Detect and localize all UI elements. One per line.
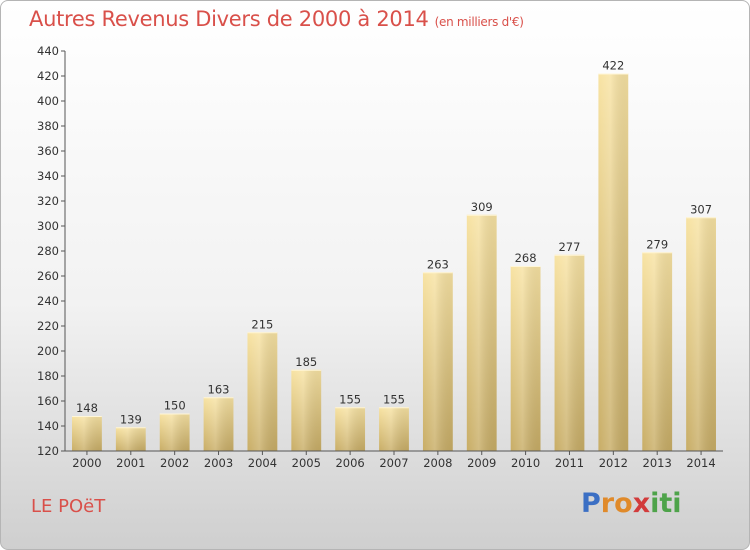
y-tick-label: 240 (37, 294, 59, 308)
y-tick-label: 200 (37, 344, 59, 358)
bar-shade-2014 (686, 217, 716, 451)
y-tick-label: 280 (37, 244, 59, 258)
bar-shade-2008 (422, 272, 453, 451)
y-tick-label: 300 (37, 219, 59, 233)
data-label-2004: 215 (251, 317, 273, 331)
x-tick-label-2008: 2008 (423, 456, 452, 470)
y-tick-label: 140 (37, 419, 59, 433)
logo-letter: i (650, 488, 660, 519)
chart-title-text: Autres Revenus Divers de 2000 à 2014 (29, 7, 429, 31)
y-axis: 120 140 160 180 200 220 240 260 280 300 320 340 360 3… (37, 44, 66, 458)
y-tick-label: 120 (37, 444, 59, 458)
data-label-2003: 163 (208, 382, 230, 396)
bar-shade-2005 (291, 369, 322, 451)
data-label-2008: 263 (427, 257, 449, 271)
data-label-2006: 155 (339, 392, 361, 406)
y-tick-label: 180 (37, 369, 59, 383)
x-tick-label-2001: 2001 (116, 456, 145, 470)
y-tick-label: 340 (37, 169, 59, 183)
logo-letter: P (581, 488, 601, 519)
bar-shade-2011 (554, 254, 585, 451)
x-tick-label-2003: 2003 (204, 456, 233, 470)
bar-shade-2010 (510, 266, 541, 451)
y-tick-label: 440 (37, 44, 59, 58)
data-label-2009: 309 (471, 200, 493, 214)
x-tick-label-2012: 2012 (599, 456, 628, 470)
x-tick-label-2010: 2010 (511, 456, 540, 470)
bars: 148 139 150 163 215 185 155 155 263 309 268 277 422 2… (72, 59, 716, 451)
x-tick-label-2014: 2014 (686, 456, 715, 470)
logo-letter: x (632, 488, 651, 519)
data-label-2002: 150 (164, 399, 186, 413)
x-tick-label-2000: 2000 (72, 456, 101, 470)
y-tick-label: 220 (37, 319, 59, 333)
y-tick-label: 320 (37, 194, 59, 208)
y-tick-label: 420 (37, 69, 59, 83)
x-tick-label-2009: 2009 (467, 456, 496, 470)
data-label-2007: 155 (383, 392, 405, 406)
location-label: LE POëT (31, 496, 106, 517)
data-label-2013: 279 (646, 237, 668, 251)
bar-shade-2013 (642, 252, 673, 451)
logo-letter: t (659, 488, 673, 519)
proxiti-logo: Proxiti (581, 488, 682, 519)
chart-subtitle: (en milliers d'€) (434, 15, 524, 29)
y-tick-label: 400 (37, 94, 59, 108)
x-tick-label-2011: 2011 (555, 456, 584, 470)
data-label-2005: 185 (295, 355, 317, 369)
x-tick-label-2005: 2005 (292, 456, 321, 470)
bar-shade-2006 (335, 407, 366, 451)
x-tick-label-2007: 2007 (379, 456, 408, 470)
data-label-2000: 148 (76, 401, 98, 415)
data-label-2012: 422 (602, 59, 624, 73)
x-axis: 2000 2001 2002 2003 2004 2005 2006 2007 2008 2009… (65, 450, 723, 470)
bar-shade-2002 (159, 413, 190, 451)
y-tick-label: 380 (37, 119, 59, 133)
y-tick-label: 160 (37, 394, 59, 408)
x-tick-label-2002: 2002 (160, 456, 189, 470)
data-label-2014: 307 (690, 202, 712, 216)
data-label-2011: 277 (558, 240, 580, 254)
x-tick-label-2013: 2013 (643, 456, 672, 470)
data-label-2010: 268 (515, 251, 537, 265)
bar-shade-2007 (379, 407, 409, 451)
bar-shade-2000 (72, 416, 102, 451)
bar-shade-2012 (598, 73, 629, 451)
logo-letter: o (614, 488, 633, 519)
logo-letter: r (600, 488, 615, 519)
logo-letter: i (672, 488, 682, 519)
chart-title: Autres Revenus Divers de 2000 à 2014 (en … (29, 7, 524, 31)
y-tick-label: 260 (37, 269, 59, 283)
bar-shade-2009 (466, 214, 497, 451)
data-label-2001: 139 (120, 412, 142, 426)
bar-shade-2004 (247, 332, 278, 451)
bar-shade-2003 (203, 397, 234, 451)
x-tick-label-2006: 2006 (335, 456, 364, 470)
x-tick-label-2004: 2004 (248, 456, 277, 470)
bar-shade-2001 (115, 427, 146, 451)
y-tick-label: 360 (37, 144, 59, 158)
